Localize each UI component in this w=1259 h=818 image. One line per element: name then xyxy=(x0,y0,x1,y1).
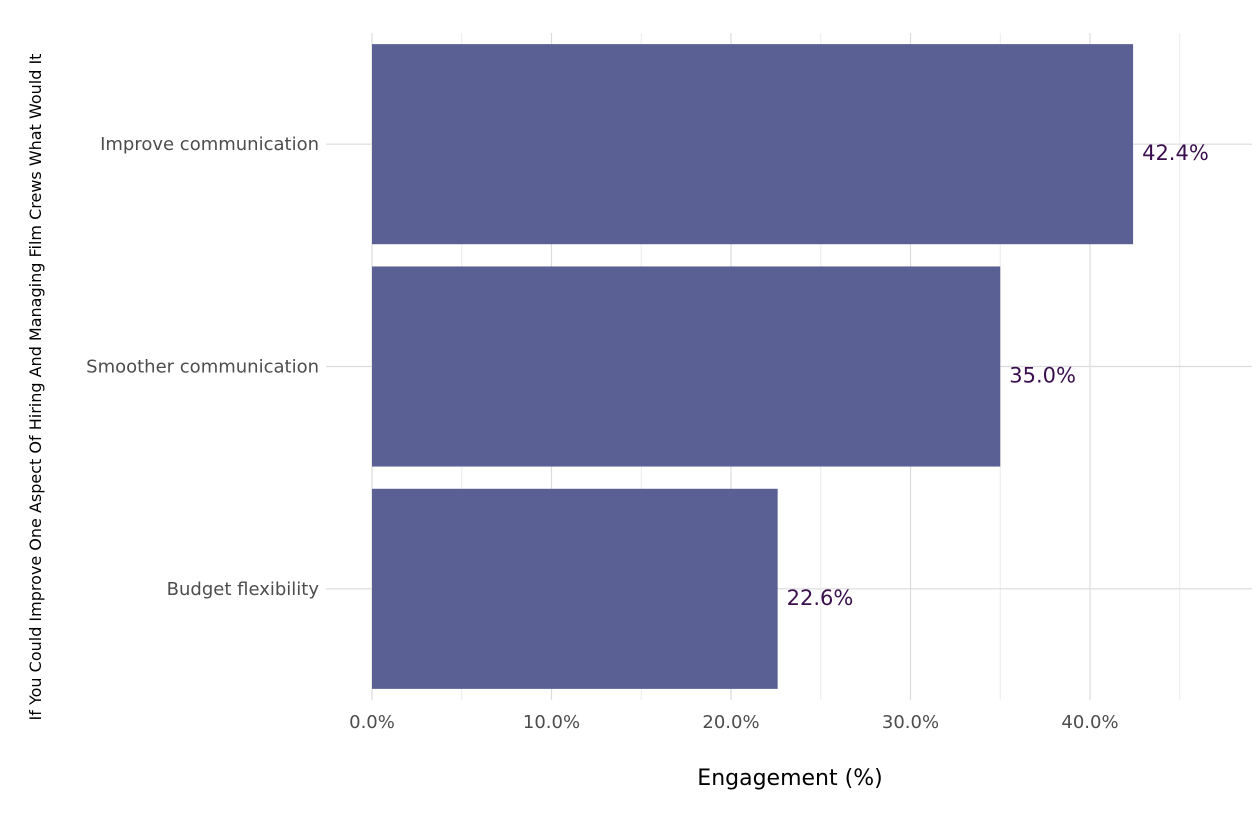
category-label: Budget flexibility xyxy=(167,579,320,600)
category-label: Improve communication xyxy=(100,134,319,155)
data-label: 42.4% xyxy=(1142,141,1209,165)
x-axis-tick-labels: 0.0% 10.0% 20.0% 30.0% 40.0% xyxy=(349,712,1118,733)
data-label: 22.6% xyxy=(787,586,854,610)
x-tick-label: 0.0% xyxy=(349,712,395,733)
bars xyxy=(372,44,1134,689)
y-axis-category-labels: Improve communication Smoother communicat… xyxy=(86,134,319,600)
x-tick-label: 20.0% xyxy=(702,712,759,733)
bar xyxy=(372,266,1001,467)
bar xyxy=(372,44,1134,245)
category-label: Smoother communication xyxy=(86,357,319,378)
data-labels: 42.4% 35.0% 22.6% xyxy=(787,141,1209,610)
data-label: 35.0% xyxy=(1009,364,1076,388)
x-tick-label: 40.0% xyxy=(1061,712,1118,733)
x-tick-label: 30.0% xyxy=(882,712,939,733)
bar xyxy=(372,488,778,689)
x-axis-title: Engagement (%) xyxy=(697,766,882,791)
x-tick-label: 10.0% xyxy=(523,712,580,733)
y-axis-title: If You Could Improve One Aspect Of Hirin… xyxy=(26,54,45,721)
